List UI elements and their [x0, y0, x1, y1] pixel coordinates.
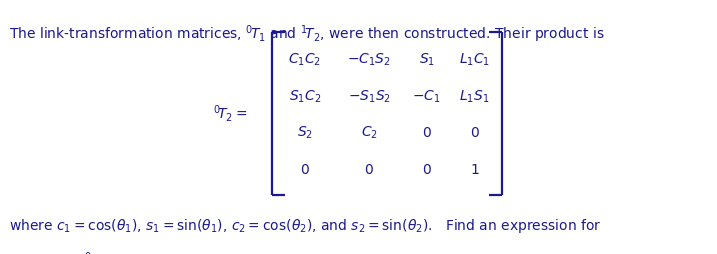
Text: $L_1S_1$: $L_1S_1$	[460, 88, 490, 105]
Text: where $c_1 = \cos(\theta_1)$, $s_1 = \sin(\theta_1)$, $c_2 = \cos(\theta_2)$, an: where $c_1 = \cos(\theta_1)$, $s_1 = \si…	[9, 216, 602, 234]
Text: $S_1C_2$: $S_1C_2$	[288, 88, 321, 105]
Text: ${}^{0}\!T_2 =$: ${}^{0}\!T_2 =$	[213, 103, 247, 123]
Text: $1$: $1$	[470, 162, 480, 176]
Text: $S_2$: $S_2$	[297, 124, 313, 140]
Text: $0$: $0$	[300, 162, 310, 176]
Text: the vector ${}^{0}\!P_{\mathrm{tip}}$, which locates the tip of the arm relative: the vector ${}^{0}\!P_{\mathrm{tip}}$, w…	[9, 249, 524, 254]
Text: $-C_1$: $-C_1$	[412, 88, 441, 105]
Text: $C_2$: $C_2$	[361, 124, 378, 140]
Text: $0$: $0$	[470, 125, 480, 139]
Text: $S_1$: $S_1$	[419, 52, 435, 68]
Text: $0$: $0$	[422, 162, 432, 176]
Text: $0$: $0$	[422, 125, 432, 139]
Text: $-C_1S_2$: $-C_1S_2$	[347, 52, 391, 68]
Text: $-S_1S_2$: $-S_1S_2$	[348, 88, 391, 105]
Text: The link-transformation matrices, ${}^{0}\!T_1$ and ${}^{1}\!T_2$, were then con: The link-transformation matrices, ${}^{0…	[9, 23, 604, 44]
Text: $0$: $0$	[364, 162, 374, 176]
Text: $L_1C_1$: $L_1C_1$	[459, 52, 490, 68]
Text: $C_1C_2$: $C_1C_2$	[288, 52, 321, 68]
